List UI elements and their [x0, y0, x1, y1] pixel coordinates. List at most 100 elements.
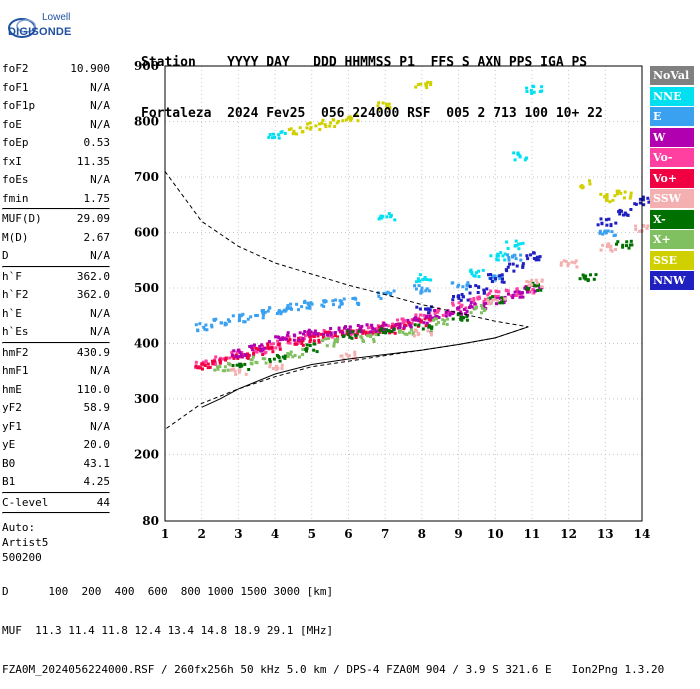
param-name: M(D)	[2, 230, 29, 244]
echo-point	[250, 344, 254, 348]
echo-point	[538, 286, 542, 290]
echo-point	[639, 229, 643, 233]
param-row: fxI 11.35	[2, 153, 110, 172]
echo-point	[301, 339, 305, 343]
echo-point	[394, 323, 398, 326]
echo-point	[320, 303, 324, 307]
echo-point	[540, 278, 544, 282]
param-row: B0 43.1	[2, 455, 110, 474]
echo-point	[402, 321, 406, 325]
echo-point	[299, 336, 303, 340]
echo-point	[261, 348, 265, 352]
echo-point	[384, 291, 388, 295]
echo-point	[472, 274, 476, 278]
echo-point	[196, 366, 200, 370]
echo-point	[621, 245, 625, 249]
echo-point	[232, 356, 236, 360]
echo-point	[302, 332, 305, 336]
echo-point	[487, 273, 490, 277]
echo-point	[292, 333, 296, 337]
echo-point	[451, 301, 455, 305]
echo-point	[460, 312, 463, 316]
echo-point	[414, 287, 418, 291]
echo-point	[214, 362, 218, 366]
echo-point	[495, 302, 498, 306]
echo-point	[288, 353, 292, 356]
echo-point	[255, 361, 259, 365]
echo-point	[218, 365, 222, 369]
echo-point	[384, 323, 388, 327]
y-tick-label: 200	[134, 447, 159, 461]
echo-point	[426, 307, 430, 311]
echo-point	[322, 304, 326, 308]
echo-point	[376, 333, 380, 337]
echo-point	[321, 335, 325, 339]
echo-point	[334, 298, 337, 302]
echo-point	[424, 324, 428, 328]
echo-point	[350, 332, 354, 336]
echo-point	[414, 313, 418, 317]
echo-point	[286, 341, 290, 345]
echo-point	[403, 332, 407, 336]
echo-point	[610, 230, 614, 234]
echo-point	[415, 280, 418, 284]
echo-point	[422, 321, 426, 325]
param-name: foEp	[2, 136, 29, 149]
param-name: hmE	[2, 382, 22, 396]
echo-point	[211, 360, 215, 364]
echo-point	[497, 296, 501, 300]
echo-point	[487, 300, 490, 304]
param-value: N/A	[90, 99, 110, 112]
echo-point	[609, 244, 613, 248]
legend-item: W	[650, 127, 694, 147]
echo-point	[242, 320, 246, 324]
echo-point	[508, 262, 512, 266]
echo-point	[298, 126, 302, 130]
echo-point	[251, 355, 255, 359]
echo-point	[356, 303, 360, 306]
echo-point	[282, 308, 286, 312]
echo-point	[626, 213, 630, 217]
echo-point	[451, 303, 455, 307]
echo-point	[505, 240, 509, 244]
echo-point	[286, 355, 290, 359]
echo-point	[261, 316, 265, 320]
echo-point	[291, 132, 295, 136]
echo-point	[413, 284, 417, 288]
echo-point	[261, 353, 265, 356]
param-row: hmF1 N/A	[2, 362, 110, 381]
echo-point	[238, 351, 242, 355]
echo-point	[309, 126, 313, 129]
echo-point	[295, 302, 299, 306]
echo-point	[523, 286, 527, 290]
param-value: 362.0	[76, 269, 110, 283]
echo-point	[323, 123, 327, 127]
echo-point	[201, 360, 205, 364]
echo-point	[617, 210, 621, 214]
legend-item: E	[650, 107, 694, 126]
param-row: foEp 0.53	[2, 134, 110, 153]
param-value: 0.53	[83, 136, 111, 149]
echo-point	[417, 323, 421, 327]
echo-point	[215, 365, 219, 369]
echo-point	[474, 284, 478, 288]
echo-point	[220, 321, 223, 325]
echo-point	[499, 251, 503, 255]
echo-point	[567, 262, 570, 266]
echo-point	[341, 335, 345, 338]
echo-point	[581, 273, 585, 277]
echo-point	[375, 329, 378, 333]
echo-point	[316, 334, 320, 338]
echo-point	[385, 328, 388, 332]
header-values: Fortaleza 2024 Fev25 056 224000 RSF 005 …	[141, 106, 603, 121]
echo-point	[421, 327, 425, 331]
echo-point	[268, 133, 272, 136]
echo-point	[393, 218, 397, 222]
echo-point	[531, 288, 535, 292]
param-name: fmin	[2, 191, 29, 205]
echo-point	[301, 337, 305, 341]
echo-point	[427, 324, 431, 328]
echo-point	[434, 315, 438, 319]
echo-point	[530, 278, 534, 282]
echo-point	[459, 315, 463, 319]
